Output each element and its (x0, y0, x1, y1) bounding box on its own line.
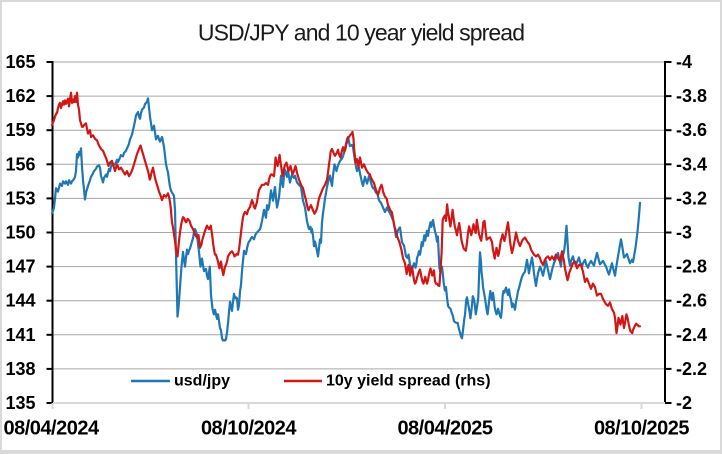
svg-text:138: 138 (5, 359, 35, 379)
svg-text:159: 159 (5, 120, 35, 140)
svg-text:08/04/2024: 08/04/2024 (4, 418, 100, 440)
svg-text:10y yield spread (rhs): 10y yield spread (rhs) (326, 373, 491, 390)
svg-text:144: 144 (5, 291, 35, 311)
svg-text:usd/jpy: usd/jpy (174, 373, 230, 390)
svg-text:08/10/2024: 08/10/2024 (201, 418, 297, 440)
svg-text:-3: -3 (676, 223, 692, 243)
svg-text:-2.8: -2.8 (676, 257, 707, 277)
svg-text:147: 147 (5, 257, 35, 277)
svg-text:141: 141 (5, 325, 35, 345)
svg-text:-3.4: -3.4 (676, 154, 707, 174)
svg-text:-4: -4 (676, 52, 692, 72)
svg-text:08/10/2025: 08/10/2025 (594, 418, 689, 440)
svg-text:-2: -2 (676, 393, 692, 413)
svg-text:165: 165 (5, 52, 35, 72)
svg-text:153: 153 (5, 188, 35, 208)
svg-text:-2.6: -2.6 (676, 291, 707, 311)
svg-text:-3.8: -3.8 (676, 86, 707, 106)
svg-text:162: 162 (5, 86, 35, 106)
svg-text:-2.4: -2.4 (676, 325, 707, 345)
svg-text:150: 150 (5, 223, 35, 243)
svg-text:156: 156 (5, 154, 35, 174)
svg-text:-3.2: -3.2 (676, 188, 707, 208)
svg-text:08/04/2025: 08/04/2025 (397, 418, 492, 440)
svg-text:-3.6: -3.6 (676, 120, 707, 140)
svg-text:USD/JPY and 10 year yield spre: USD/JPY and 10 year yield spread (198, 20, 524, 46)
svg-text:-2.2: -2.2 (676, 359, 707, 379)
svg-text:135: 135 (5, 393, 35, 413)
